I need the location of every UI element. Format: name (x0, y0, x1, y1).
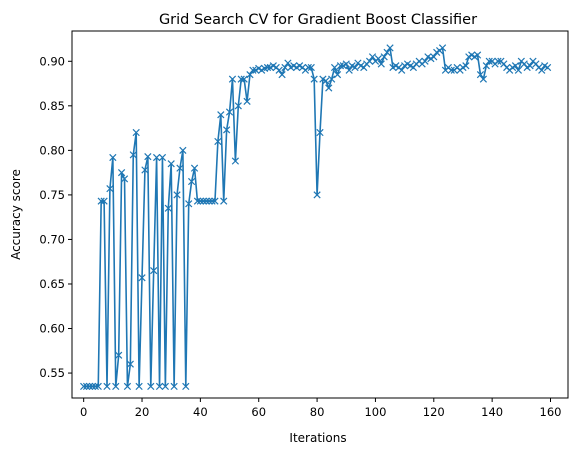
y-tick-label: 0.75 (39, 188, 65, 202)
data-point-marker (343, 61, 349, 67)
y-tick-label: 0.65 (39, 277, 65, 291)
plot-area (80, 45, 550, 390)
x-axis-label: Iterations (289, 431, 346, 445)
y-tick-label: 0.55 (39, 366, 65, 380)
chart-title: Grid Search CV for Gradient Boost Classi… (159, 12, 477, 28)
x-tick-label: 80 (310, 405, 325, 419)
y-tick-label: 0.70 (39, 232, 65, 246)
y-axis-label: Accuracy score (9, 169, 23, 260)
y-tick-label: 0.85 (39, 99, 65, 113)
plot-frame (72, 31, 568, 398)
x-tick-label: 100 (364, 405, 386, 419)
series-line (84, 48, 548, 387)
x-tick-label: 120 (423, 405, 445, 419)
x-tick-label: 20 (135, 405, 150, 419)
x-tick-label: 0 (80, 405, 87, 419)
y-axis: 0.55 0.60 0.65 0.70 0.75 0.80 0.85 0.90 (39, 54, 72, 380)
y-tick-label: 0.60 (39, 322, 65, 336)
x-tick-label: 40 (193, 405, 208, 419)
x-tick-label: 60 (251, 405, 266, 419)
y-tick-label: 0.90 (39, 54, 65, 68)
x-tick-label: 140 (481, 405, 503, 419)
x-axis: 0 20 40 60 80 100 120 140 160 (80, 398, 561, 419)
y-tick-label: 0.80 (39, 143, 65, 157)
x-tick-label: 160 (540, 405, 562, 419)
data-point-marker (544, 64, 550, 70)
